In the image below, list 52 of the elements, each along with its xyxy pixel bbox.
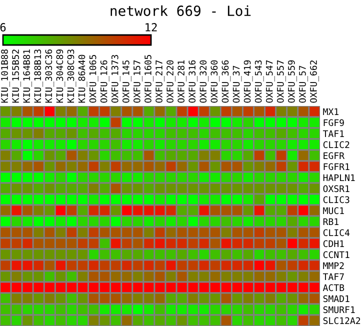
x-tick-label: KIU_303C36 (45, 49, 54, 103)
y-tick-label: MX1 (323, 108, 338, 115)
x-tick-label: OXFU_316 (188, 60, 198, 103)
x-tick-label: OXFU_1605 (144, 55, 154, 103)
x-tick-label: OXFU_217 (156, 60, 164, 103)
y-tick-label: SLC12A2 (323, 317, 360, 324)
x-tick-label: OXFU_557 (276, 60, 286, 103)
x-tick-label: OXFU_1373 (111, 54, 120, 103)
chart-title: network 669 - Loi (110, 5, 251, 16)
y-tick-label: SMAD1 (323, 295, 350, 302)
y-tick-label: OXSR1 (323, 185, 350, 192)
y-tick-label: RB1 (323, 218, 338, 225)
x-tick-label: OXFU_57 (299, 66, 308, 103)
x-tick-label: OXFU_1065 (89, 55, 98, 103)
x-tick-label: OXFU_366 (222, 60, 231, 103)
x-tick-label: OXFU_360 (210, 60, 220, 103)
y-tick-label: ACTB (322, 284, 344, 292)
y-tick-label: CLIC2 (323, 141, 350, 148)
color-bar-label: 12 (146, 23, 157, 32)
y-tick-label: TAF1 (322, 130, 344, 137)
y-tick-label: TAF7 (322, 273, 344, 280)
x-tick-label: KIU_188B13 (34, 50, 44, 103)
x-tick-label: KIU_86A40 (78, 54, 88, 103)
y-tick-label: CCNT1 (323, 251, 350, 258)
x-tick-label: OXFU_559 (288, 60, 297, 103)
x-tick-label: OXFU_220 (166, 60, 176, 103)
x-tick-label: OXFU_157 (134, 60, 142, 103)
y-tick-label: CLIC3 (323, 196, 350, 204)
x-tick-label: OXFU_543 (254, 60, 264, 103)
x-tick-label: OXFU_281 (178, 60, 186, 103)
x-tick-label: KIU_164B81 (23, 49, 32, 103)
y-tick-label: FGF9 (324, 119, 344, 126)
y-tick-label: EGFR (324, 152, 345, 160)
y-tick-label: CLIC4 (323, 229, 350, 236)
x-tick-label: OXFU_320 (200, 60, 209, 103)
y-tick-label: MMP2 (323, 262, 344, 269)
x-tick-label: OXFU_419 (244, 60, 253, 103)
y-tick-label: SMURF1 (323, 306, 355, 314)
x-tick-label: KIU_304C89 (56, 49, 66, 103)
x-tick-label: KIU_308C93 (67, 50, 76, 103)
y-tick-label: FGFR1 (324, 163, 350, 170)
y-tick-label: MUC1 (323, 207, 344, 214)
color-bar-label: 6 (0, 23, 6, 32)
x-tick-label: OXFU_145 (122, 60, 132, 103)
y-tick-label: HAPLN1 (323, 174, 355, 181)
x-tick-label: OXFU_126 (100, 60, 110, 103)
x-tick-label: OXFU_37 (232, 66, 242, 103)
x-tick-label: KIU_155B52 (12, 50, 21, 103)
x-tick-label: KIU_101B88 (1, 49, 10, 103)
x-tick-label: OXFU_547 (266, 60, 275, 103)
y-tick-label: CDH1 (323, 240, 344, 248)
x-tick-label: OXFU_662 (310, 60, 319, 103)
